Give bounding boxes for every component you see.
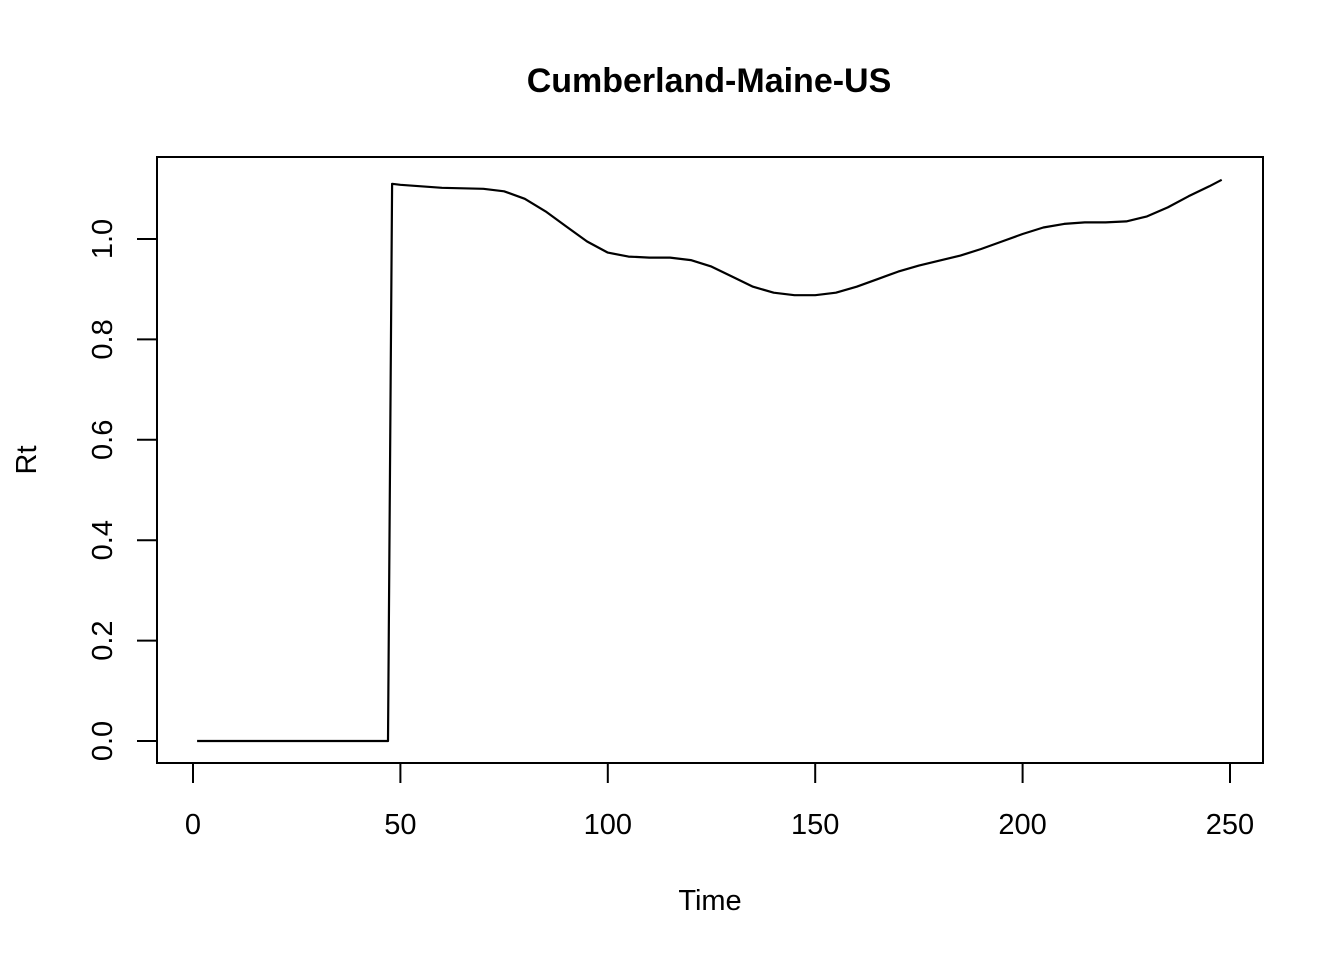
plot-frame [156,156,1264,764]
y-axis: 0.0 0.2 0.4 0.6 0.8 1.0 [87,219,158,761]
y-tick-label: 0.8 [87,319,119,359]
x-tick-label: 150 [791,809,839,841]
x-tick-label: 50 [384,809,416,841]
x-axis: 0 50 100 150 200 250 [185,762,1254,841]
chart-title: Cumberland-Maine-US [527,62,892,100]
y-tick-label: 0.2 [87,620,119,660]
series-line [197,178,1223,743]
x-tick-label: 250 [1206,809,1254,841]
y-tick-label: 1.0 [87,219,119,259]
y-tick-label: 0.4 [87,520,119,560]
y-axis-label: Rt [11,446,43,475]
x-tick-label: 100 [584,809,632,841]
y-tick-label: 0.0 [87,721,119,761]
y-tick-label: 0.6 [87,420,119,460]
x-tick-label: 0 [185,809,201,841]
x-tick-label: 200 [998,809,1046,841]
x-axis-label: Time [678,885,741,917]
